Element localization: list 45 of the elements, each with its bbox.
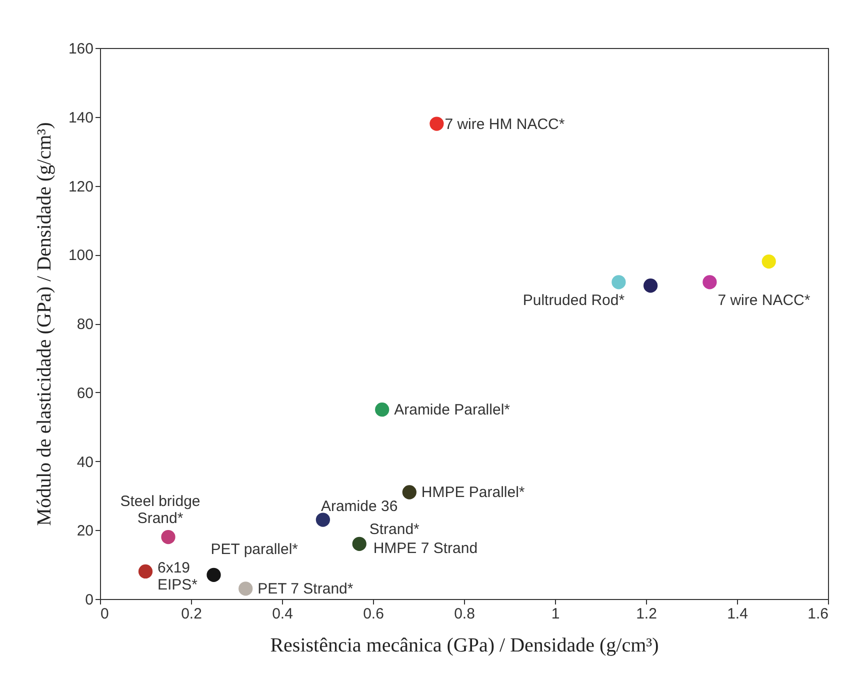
- x-tick-label: 1: [551, 606, 560, 622]
- y-tick-label: 60: [76, 384, 94, 402]
- y-axis-title: Módulo de elasticidade (GPa) / Densidade (g/cm³): [33, 122, 56, 526]
- point: [316, 512, 330, 527]
- x-tick-label: 0.8: [454, 606, 475, 622]
- x-tick-label: 0.6: [363, 606, 384, 622]
- point: [161, 530, 176, 544]
- point: [643, 278, 658, 293]
- x-tick-label: 1.4: [727, 606, 748, 622]
- point: [402, 485, 416, 500]
- annotation: Aramide Parallel*: [394, 402, 510, 419]
- x-tick-label: 0.2: [181, 606, 202, 622]
- annotation: Steel bridge Srand*: [120, 493, 200, 528]
- annotation: 7 wire NACC*: [718, 292, 810, 310]
- point: [238, 582, 253, 596]
- point: [430, 116, 444, 131]
- annotation: HMPE 7 Strand: [373, 540, 478, 557]
- annotation: 7 wire HM NACC*: [444, 116, 565, 133]
- point: [138, 564, 153, 579]
- annotation: Pultruded Rod*: [522, 292, 625, 310]
- annotation: 6x19 EIPS*: [158, 559, 198, 594]
- annotation: PET 7 Strand*: [258, 580, 354, 598]
- x-axis-title: Resistência mecânica (GPa) / Densidade (g/cm³): [270, 634, 659, 656]
- point: [702, 275, 717, 290]
- y-tick-label: 40: [76, 454, 94, 471]
- annotation: HMPE Parallel*: [421, 484, 525, 502]
- point: [352, 536, 366, 551]
- y-tick-label: 160: [68, 40, 94, 58]
- x-tick-label: 0: [100, 606, 109, 622]
- y-tick-label: 140: [68, 109, 94, 126]
- annotation: PET parallel*: [210, 540, 298, 558]
- x-tick-label: 0.4: [272, 606, 293, 622]
- y-tick-label: 120: [68, 178, 94, 196]
- y-tick-label: 0: [85, 592, 94, 608]
- y-tick-label: 80: [76, 316, 94, 333]
- x-tick-label: 1.2: [636, 606, 657, 622]
- annotation: Aramide 36: [320, 498, 398, 515]
- point: [375, 402, 390, 417]
- point: [612, 275, 626, 290]
- annotation: Strand*: [369, 520, 420, 538]
- point: [762, 254, 776, 269]
- x-tick-label: 1.6: [808, 606, 828, 622]
- y-tick-label: 20: [76, 522, 94, 540]
- point: [206, 568, 221, 582]
- y-tick-label: 100: [68, 247, 94, 264]
